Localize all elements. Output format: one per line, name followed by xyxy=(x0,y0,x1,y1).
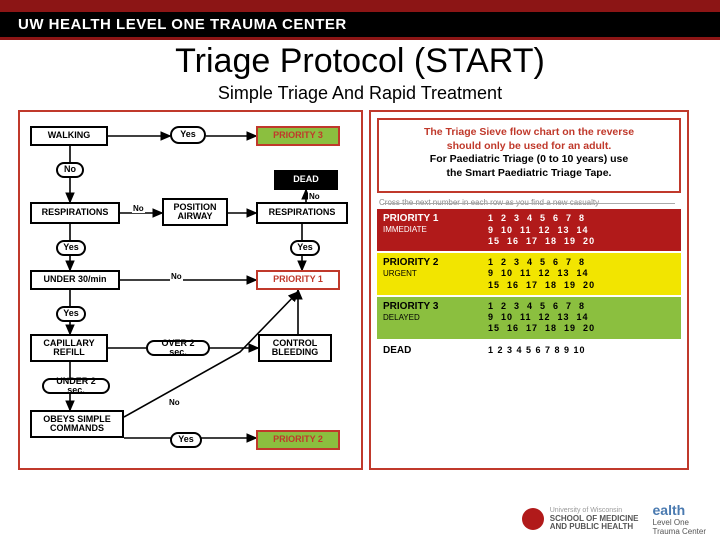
header-accent-bar xyxy=(0,0,720,12)
flow-node-p1: PRIORITY 1 xyxy=(256,270,340,290)
flow-node-yes_r2: Yes xyxy=(290,240,320,256)
sieve-warning-l4: the Smart Paediatric Triage Tape. xyxy=(385,167,673,181)
sieve-warning-l3: For Paediatric Triage (0 to 10 years) us… xyxy=(385,153,673,167)
flowchart-panel: WALKING Yes PRIORITY 3 No DEAD RESPIRATIONS PO… xyxy=(18,110,363,470)
dead-nums: 1 2 3 4 5 6 7 8 9 10 xyxy=(488,345,675,356)
priority-nums-1: 1 2 3 4 5 6 7 8 9 10 11 12 13 14 15 16 1… xyxy=(488,213,675,247)
footer-l3: AND PUBLIC HEALTH xyxy=(550,522,633,531)
flow-node-dead: DEAD xyxy=(274,170,338,190)
priority-row-2: PRIORITY 2URGENT1 2 3 4 5 6 7 8 9 10 11 … xyxy=(377,253,681,295)
flow-node-resp: RESPIRATIONS xyxy=(30,202,120,224)
priority-row-dead: DEAD 1 2 3 4 5 6 7 8 9 10 xyxy=(377,341,681,360)
flow-node-yes2: Yes xyxy=(56,240,86,256)
footer-logo-uwhealth: ealth Level One Trauma Center xyxy=(653,502,707,536)
sieve-warning-l2: should only be used for an adult. xyxy=(385,140,673,154)
flow-node-posair: POSITION AIRWAY xyxy=(162,198,228,226)
flow-node-yes3: Yes xyxy=(56,306,86,322)
page-subtitle: Simple Triage And Rapid Treatment xyxy=(0,83,720,104)
content-row: WALKING Yes PRIORITY 3 No DEAD RESPIRATIONS PO… xyxy=(0,104,720,504)
flow-node-obeys: OBEYS SIMPLE COMMANDS xyxy=(30,410,124,438)
flow-node-resp2: RESPIRATIONS xyxy=(256,202,348,224)
flow-node-walking: WALKING xyxy=(30,126,108,146)
flow-node-over2: OVER 2 sec. xyxy=(146,340,210,356)
header-org: UW HEALTH LEVEL ONE TRAUMA CENTER xyxy=(0,12,720,40)
uw-crest-icon xyxy=(522,508,544,530)
priority-row-3: PRIORITY 3DELAYED1 2 3 4 5 6 7 8 9 10 11… xyxy=(377,297,681,339)
page-title: Triage Protocol (START) xyxy=(0,42,720,81)
priority-nums-3: 1 2 3 4 5 6 7 8 9 10 11 12 13 14 15 16 1… xyxy=(488,301,675,335)
priority-label-3: PRIORITY 3DELAYED xyxy=(383,301,488,335)
footer-r3: Trauma Center xyxy=(653,527,707,536)
priority-row-1: PRIORITY 1IMMEDIATE1 2 3 4 5 6 7 8 9 10 … xyxy=(377,209,681,251)
flow-node-p2: PRIORITY 2 xyxy=(256,430,340,450)
sieve-panel: The Triage Sieve flow chart on the rever… xyxy=(369,110,689,470)
flow-node-yes1: Yes xyxy=(170,126,206,144)
flow-node-ctrlbleed: CONTROL BLEEDING xyxy=(258,334,332,362)
flow-label-no5: No xyxy=(168,398,181,407)
flow-node-no1: No xyxy=(56,162,84,178)
footer-r2: Level One xyxy=(653,518,689,527)
flow-node-under30: UNDER 30/min xyxy=(30,270,120,290)
sieve-cross-note: Cross the next number in each row as you… xyxy=(379,199,679,208)
flow-label-no4: No xyxy=(170,272,183,281)
uwhealth-wordmark: ealth xyxy=(653,502,686,518)
flow-label-no3: No xyxy=(308,192,321,201)
flow-node-caprefill: CAPILLARY REFILL xyxy=(30,334,108,362)
flow-label-no2: No xyxy=(132,204,145,213)
footer-logo-uw: University of Wisconsin SCHOOL OF MEDICI… xyxy=(522,506,639,531)
priority-nums-2: 1 2 3 4 5 6 7 8 9 10 11 12 13 14 15 16 1… xyxy=(488,257,675,291)
dead-label: DEAD xyxy=(383,345,488,356)
footer: University of Wisconsin SCHOOL OF MEDICI… xyxy=(522,502,706,536)
priority-label-1: PRIORITY 1IMMEDIATE xyxy=(383,213,488,247)
flow-node-yes5: Yes xyxy=(170,432,202,448)
sieve-warning-box: The Triage Sieve flow chart on the rever… xyxy=(377,118,681,193)
priority-label-2: PRIORITY 2URGENT xyxy=(383,257,488,291)
flow-node-under2: UNDER 2 sec. xyxy=(42,378,110,394)
flow-node-p3: PRIORITY 3 xyxy=(256,126,340,146)
sieve-warning-l1: The Triage Sieve flow chart on the rever… xyxy=(385,126,673,140)
